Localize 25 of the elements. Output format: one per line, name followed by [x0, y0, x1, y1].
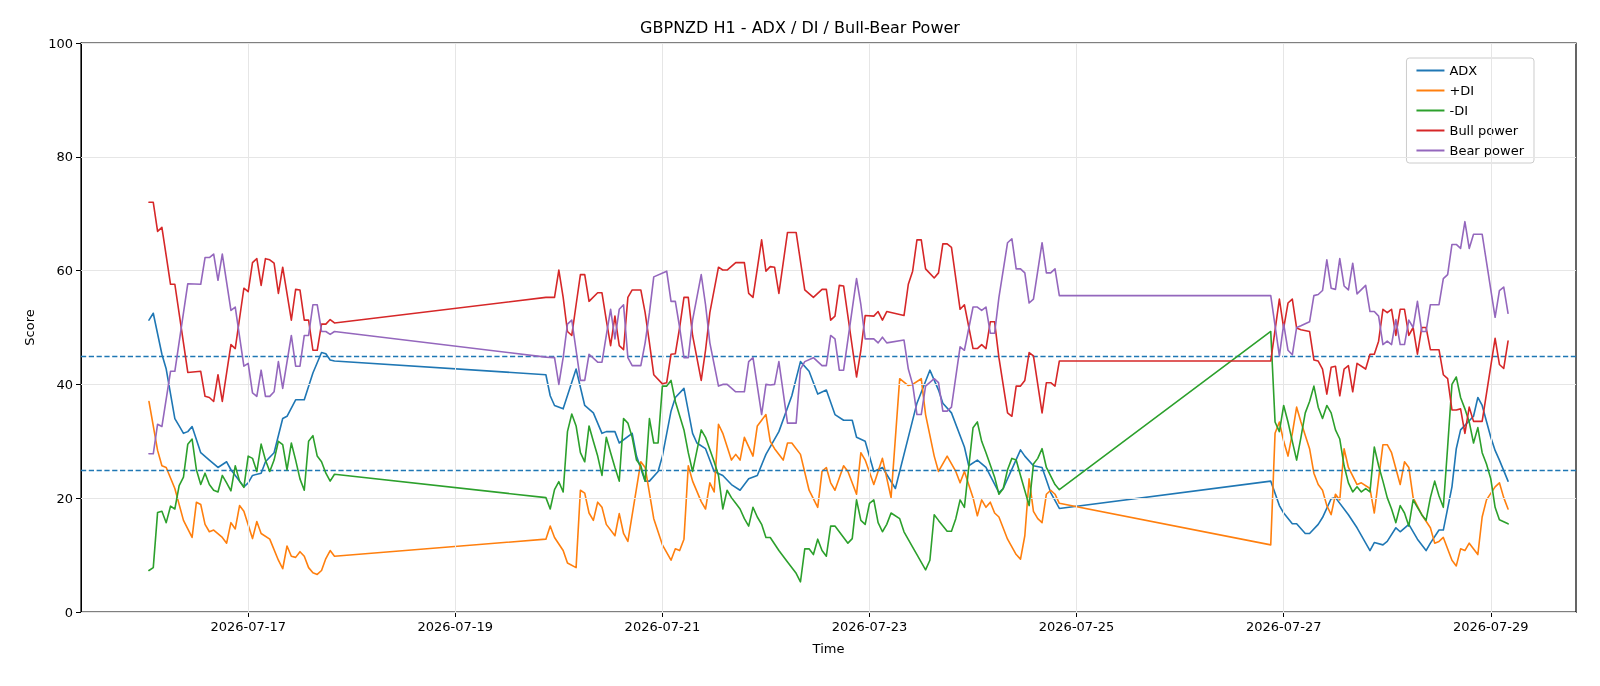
x-tick-label: 2026-07-19: [417, 619, 494, 634]
legend-label: Bull power: [1449, 123, 1519, 138]
y-tick-label: 80: [56, 149, 73, 165]
x-tick-label: 2026-07-29: [1453, 619, 1529, 634]
legend-label: Bear power: [1449, 143, 1525, 158]
line-series: [148, 330, 1509, 583]
x-tick-label: 2026-07-23: [831, 619, 908, 634]
legend-label: ADX: [1449, 63, 1478, 78]
y-axis-title: Score: [22, 309, 37, 346]
x-tick-label: 2026-07-17: [210, 619, 286, 634]
y-tick-label: 0: [64, 604, 73, 620]
line-series: [148, 201, 1509, 435]
y-tick-label: 100: [48, 35, 73, 51]
line-series: [148, 377, 1509, 576]
y-tick-label: 20: [56, 490, 73, 506]
line-series: [148, 220, 1509, 455]
x-tick-label: 2026-07-25: [1038, 619, 1115, 634]
x-tick-label: 2026-07-27: [1245, 619, 1322, 634]
y-tick-label: 40: [56, 376, 73, 392]
chart-title: GBPNZD H1 - ADX / DI / Bull-Bear Power: [640, 17, 961, 37]
x-axis-title: Time: [811, 641, 845, 656]
legend-label: -DI: [1449, 103, 1469, 118]
y-tick-label: 60: [56, 263, 73, 279]
x-tick-label: 2026-07-21: [624, 619, 701, 634]
legend-label: +DI: [1449, 83, 1475, 98]
